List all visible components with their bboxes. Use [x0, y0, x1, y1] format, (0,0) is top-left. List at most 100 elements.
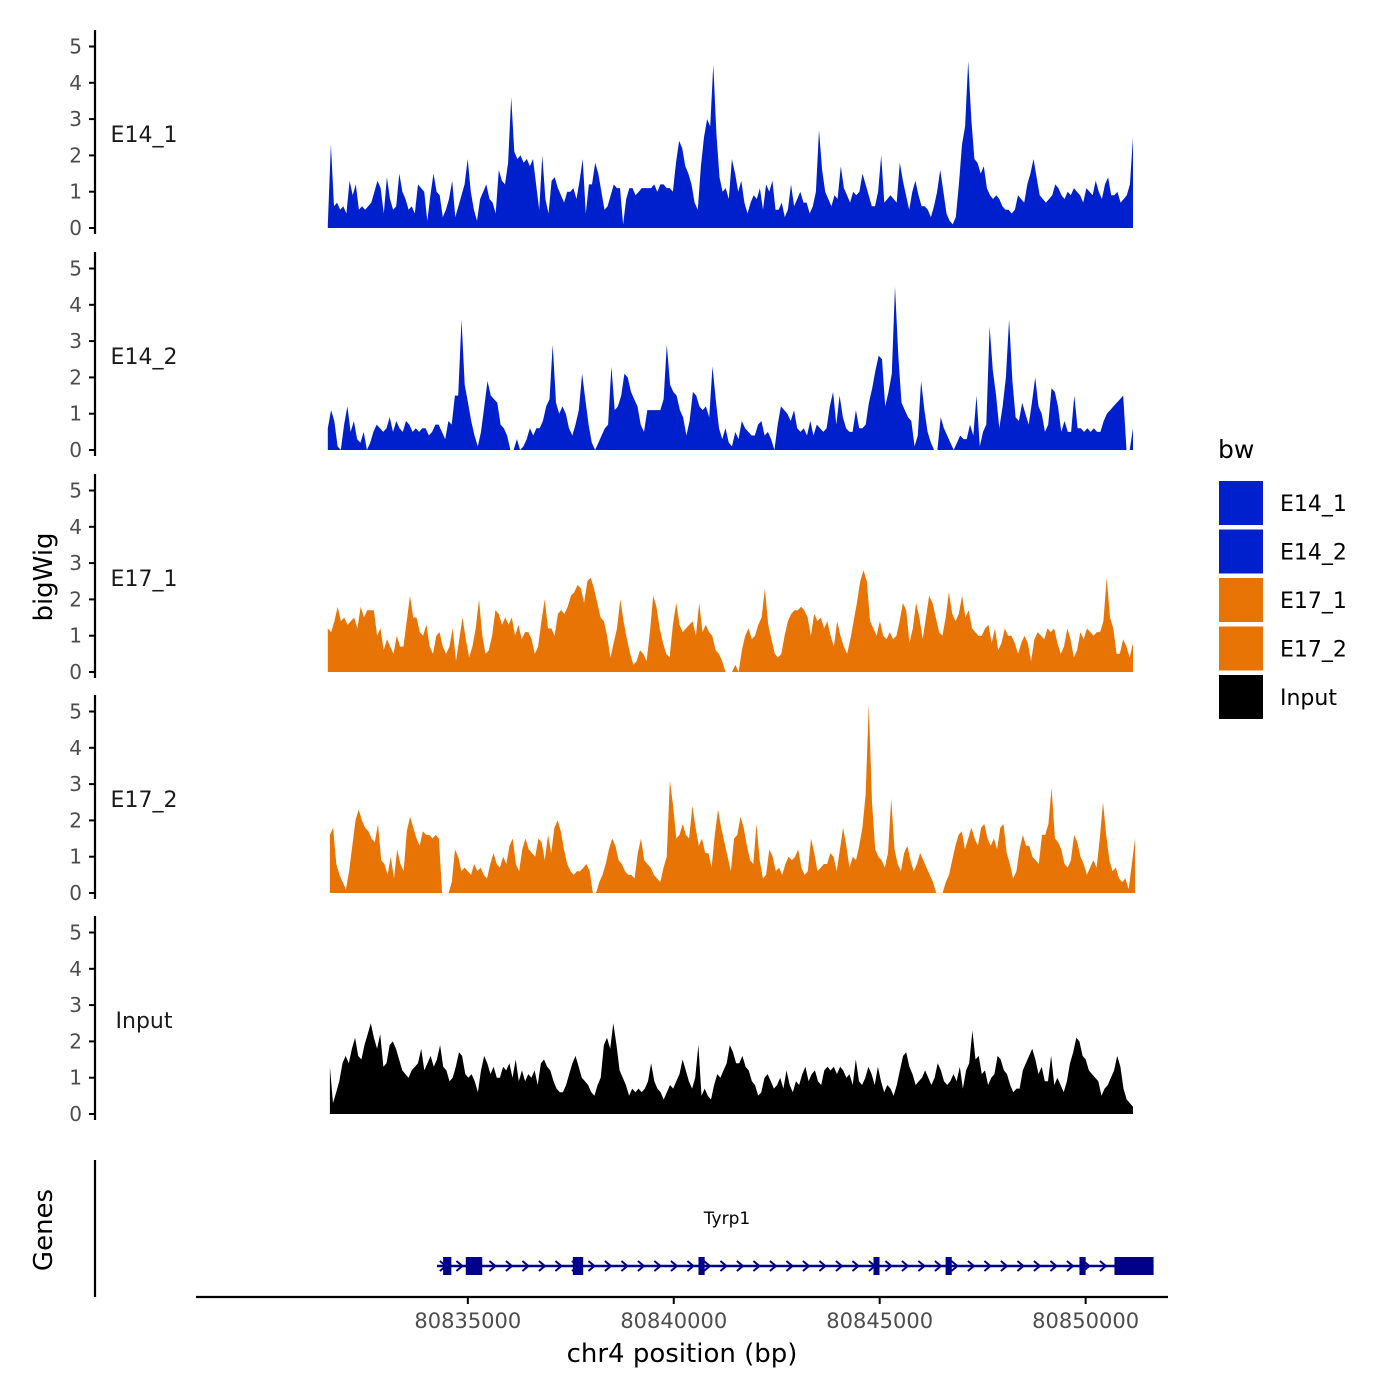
y-tick-label: 4	[69, 515, 82, 539]
track-label: E14_2	[111, 345, 178, 370]
x-tick-label: 80840000	[620, 1309, 727, 1333]
track-panel-e17_1: 0 1 2 3 4 5 E17_1	[69, 474, 1133, 684]
y-tick-label: 0	[69, 438, 82, 462]
y-tick-label: 5	[69, 35, 82, 59]
track-panel-e17_2: 0 1 2 3 4 5 E17_2	[69, 695, 1136, 905]
strand-arrow	[835, 1260, 844, 1272]
exon	[465, 1257, 483, 1275]
gene-axis-title: Genes	[29, 1189, 59, 1271]
y-tick-label: 0	[69, 216, 82, 240]
strand-arrow	[752, 1260, 761, 1272]
strand-arrow	[538, 1260, 547, 1272]
coverage-area-e17_1	[327, 570, 1133, 672]
y-tick-label: 2	[69, 1029, 82, 1053]
strand-arrow	[1099, 1260, 1108, 1272]
strand-arrow	[950, 1260, 959, 1272]
y-tick-label: 2	[69, 587, 82, 611]
coverage-area-input	[329, 1023, 1133, 1114]
y-tick-label: 5	[69, 257, 82, 281]
strand-arrow	[769, 1260, 778, 1272]
y-tick-label: 5	[69, 479, 82, 503]
y-tick-label: 3	[69, 772, 82, 796]
y-tick-label: 2	[69, 808, 82, 832]
exon	[1079, 1257, 1086, 1275]
y-tick-label: 4	[69, 71, 82, 95]
strand-arrow	[785, 1260, 794, 1272]
exon	[945, 1257, 952, 1275]
strand-arrow	[917, 1260, 926, 1272]
y-tick-label: 0	[69, 660, 82, 684]
coverage-area-e14_1	[327, 61, 1133, 228]
y-tick-label: 1	[69, 1066, 82, 1090]
y-tick-label: 4	[69, 736, 82, 760]
track-panel-e14_1: 0 1 2 3 4 5 E14_1	[69, 30, 1133, 240]
exon	[572, 1257, 584, 1275]
x-axis-title: chr4 position (bp)	[567, 1339, 798, 1369]
strand-arrow	[455, 1260, 464, 1272]
strand-arrow	[1000, 1260, 1009, 1272]
y-tick-label: 3	[69, 107, 82, 131]
y-tick-label: 0	[69, 1102, 82, 1126]
strand-arrow	[967, 1260, 976, 1272]
legend-title: bw	[1218, 435, 1254, 464]
strand-arrow	[505, 1260, 514, 1272]
exon	[443, 1257, 452, 1275]
coverage-area-e14_2	[327, 286, 1133, 450]
x-tick-label: 80835000	[414, 1309, 521, 1333]
exon	[1114, 1257, 1154, 1275]
exon	[698, 1257, 705, 1275]
y-tick-label: 2	[69, 365, 82, 389]
x-tick-label: 80845000	[826, 1309, 933, 1333]
y-tick-label: 2	[69, 143, 82, 167]
y-tick-label: 5	[69, 700, 82, 724]
strand-arrow	[736, 1260, 745, 1272]
gene-panel: Tyrp1	[93, 1160, 1154, 1297]
strand-arrow	[653, 1260, 662, 1272]
strand-arrow	[703, 1260, 712, 1272]
gene-label: Tyrp1	[703, 1209, 750, 1229]
strand-arrow	[1016, 1260, 1025, 1272]
strand-arrow	[1049, 1260, 1058, 1272]
strand-arrow	[884, 1260, 893, 1272]
y-tick-label: 3	[69, 993, 82, 1017]
legend: bw E14_1 E14_2 E17_1 E17_2 Input	[1217, 435, 1347, 721]
legend-label: E14_2	[1280, 541, 1347, 566]
strand-arrow	[802, 1260, 811, 1272]
y-tick-label: 1	[69, 845, 82, 869]
strand-arrow	[637, 1260, 646, 1272]
legend-label: E17_1	[1280, 589, 1347, 614]
legend-swatch-e17_2	[1217, 624, 1265, 673]
strand-arrow	[604, 1260, 613, 1272]
y-tick-label: 3	[69, 551, 82, 575]
track-label: E14_1	[111, 123, 178, 148]
y-tick-label: 1	[69, 624, 82, 648]
y-tick-label: 3	[69, 329, 82, 353]
strand-arrow	[983, 1260, 992, 1272]
legend-swatch-e14_2	[1217, 527, 1265, 576]
y-tick-label: 1	[69, 180, 82, 204]
legend-label: E17_2	[1280, 638, 1347, 663]
strand-arrow	[901, 1260, 910, 1272]
strand-arrow	[1066, 1260, 1075, 1272]
strand-arrow	[521, 1260, 530, 1272]
strand-arrow	[851, 1260, 860, 1272]
strand-arrow	[934, 1260, 943, 1272]
strand-arrow	[1033, 1260, 1042, 1272]
y-tick-label: 5	[69, 921, 82, 945]
y-tick-label: 4	[69, 293, 82, 317]
x-axis: 80835000 80840000 80845000 80850000	[196, 1295, 1168, 1333]
strand-arrow	[670, 1260, 679, 1272]
strand-arrow	[686, 1260, 695, 1272]
y-tick-label: 0	[69, 881, 82, 905]
strand-arrow	[587, 1260, 596, 1272]
strand-arrow	[620, 1260, 629, 1272]
track-label: E17_2	[111, 788, 178, 813]
track-panels: 0 1 2 3 4 5 E14_1 0 1 2 3 4 5 E14_2 0 1 2 3 4 5 E17_1 0 1 2 3 4 5 E…	[69, 30, 1136, 1126]
strand-arrow	[719, 1260, 728, 1272]
legend-swatch-input	[1217, 673, 1265, 721]
strand-arrow	[554, 1260, 563, 1272]
y-axis-title: bigWig	[29, 532, 59, 621]
exon	[873, 1257, 880, 1275]
track-panel-e14_2: 0 1 2 3 4 5 E14_2	[69, 252, 1133, 462]
